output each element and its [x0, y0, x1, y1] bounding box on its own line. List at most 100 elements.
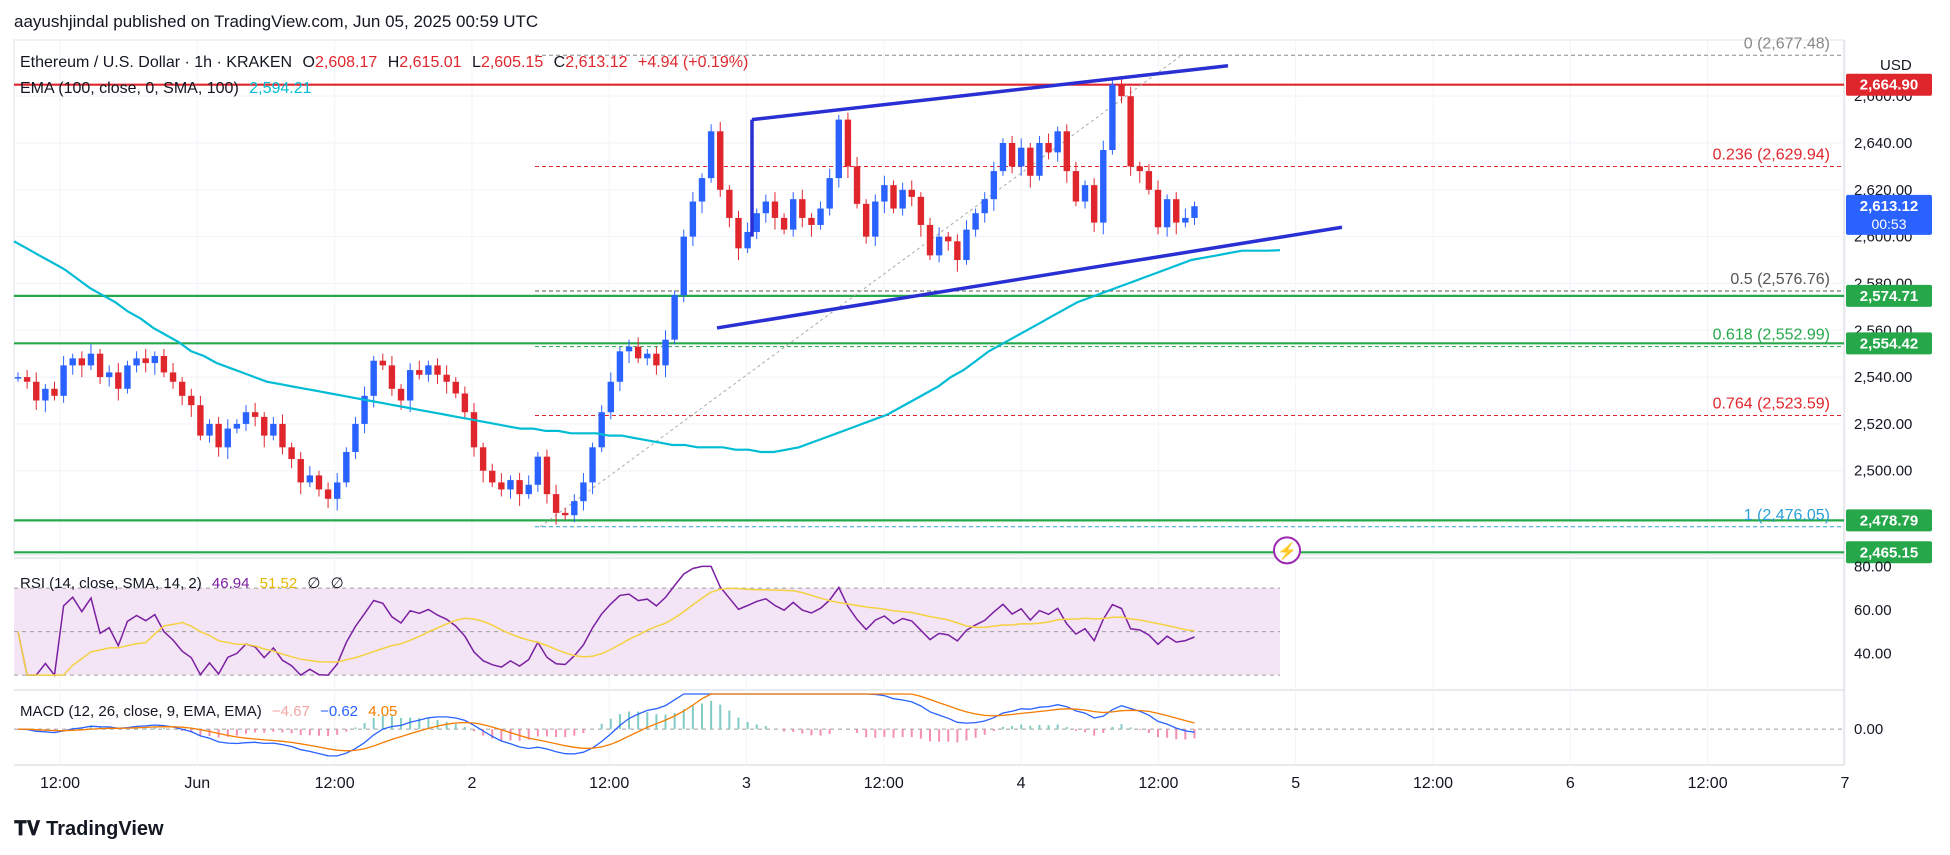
candle — [990, 171, 998, 200]
candle — [434, 365, 441, 375]
candle — [1118, 84, 1125, 97]
candle — [14, 377, 22, 379]
candle — [142, 358, 149, 364]
ema-legend: EMA (100, close, 0, SMA, 100) 2,594.21 — [20, 80, 318, 98]
channel-upper-trendline — [751, 64, 1229, 122]
fib-label-0.764: 0.764 (2,523.59) — [1713, 396, 1830, 413]
price-chart[interactable]: 2,500.002,520.002,540.002,560.002,580.00… — [0, 0, 1950, 810]
ema-label: EMA (100, close, 0, SMA, 100) — [20, 80, 239, 97]
candle — [1090, 185, 1098, 223]
candle — [799, 199, 806, 218]
candle — [680, 236, 687, 296]
candle — [479, 447, 487, 471]
candle — [780, 217, 788, 230]
price-tag-bg-0 — [1846, 73, 1932, 96]
fib-label-0: 0 (2,677.48) — [1744, 35, 1830, 52]
candle — [1127, 96, 1134, 167]
macd-signal-value: 4.05 — [368, 703, 398, 720]
open-label: O — [302, 54, 315, 71]
candle — [926, 224, 934, 256]
candle — [589, 447, 596, 483]
change-value: +4.94 (+0.19%) — [637, 54, 749, 71]
candle — [416, 370, 423, 375]
candle — [689, 201, 697, 237]
candle — [315, 475, 323, 490]
candle — [790, 199, 797, 230]
candle — [489, 470, 496, 483]
candle — [653, 353, 660, 366]
channel-lower-trendline — [716, 225, 1343, 330]
candle — [498, 482, 505, 490]
candle — [735, 217, 742, 249]
candle — [23, 377, 31, 382]
candle — [534, 456, 542, 485]
candle — [945, 236, 952, 242]
fib-trend-diagonal — [539, 55, 1181, 528]
x-tick-label: 2 — [467, 775, 476, 792]
candle — [370, 360, 377, 396]
candle — [662, 339, 669, 366]
candle — [115, 372, 122, 389]
currency-label: USD — [1880, 57, 1912, 74]
y-tick-label: 2,520.00 — [1854, 416, 1912, 433]
candle — [361, 395, 368, 424]
candle — [963, 229, 970, 261]
candle — [306, 475, 314, 483]
candles-group — [14, 77, 1198, 525]
rsi-empty-1: ∅ — [307, 575, 321, 592]
price-tag-bg-2 — [1846, 284, 1932, 307]
price-tag-1: 2,613.12 — [1860, 198, 1918, 215]
x-tick-label: 12:00 — [1688, 775, 1728, 792]
candle — [890, 185, 897, 209]
candle — [516, 480, 523, 495]
candle — [242, 412, 250, 424]
x-tick-label: 6 — [1566, 775, 1575, 792]
candle — [972, 213, 979, 230]
high-value: 2,615.01 — [399, 54, 462, 71]
y-tick-label: 2,540.00 — [1854, 369, 1912, 386]
candle — [571, 501, 578, 516]
candle — [297, 459, 304, 483]
candle — [461, 393, 469, 413]
candle — [717, 131, 724, 190]
candle — [279, 423, 286, 448]
footer-brand: TradingView — [46, 818, 164, 840]
candle — [634, 346, 642, 359]
candle — [288, 447, 295, 460]
candle — [452, 381, 459, 394]
candle — [87, 353, 95, 366]
macd-tick: 0.00 — [1854, 721, 1883, 738]
price-tag-0: 2,664.90 — [1860, 77, 1918, 94]
candle — [397, 388, 405, 401]
symbol-label: Ethereum / U.S. Dollar · 1h · KRAKEN — [20, 54, 293, 71]
low-label: L — [472, 54, 481, 71]
candle — [625, 346, 633, 352]
rsi-legend: RSI (14, close, SMA, 14, 2) 46.94 51.52 … — [20, 574, 350, 592]
candle — [406, 370, 414, 401]
candle — [935, 236, 943, 256]
x-tick-label: 12:00 — [1413, 775, 1453, 792]
tradingview-logo[interactable]: 𝐓𝐕 TradingView — [14, 818, 164, 841]
candle — [999, 143, 1007, 172]
candle — [1136, 166, 1143, 172]
close-value: 2,613.12 — [565, 54, 628, 71]
candle — [352, 423, 359, 452]
macd-hist-value: −4.67 — [271, 703, 310, 720]
rsi-line — [17, 565, 1195, 677]
price-tag-3: 2,554.42 — [1860, 335, 1918, 352]
candle — [42, 388, 49, 401]
rsi-tick: 40.00 — [1854, 645, 1892, 662]
candle — [251, 412, 259, 417]
candle — [525, 484, 532, 495]
candle — [744, 231, 751, 249]
x-tick-label: 12:00 — [1138, 775, 1178, 792]
macd-label: MACD (12, 26, close, 9, EMA, EMA) — [20, 703, 262, 720]
price-tag-bg-5 — [1846, 541, 1932, 564]
candle — [270, 423, 277, 436]
rsi-empty-2: ∅ — [330, 575, 344, 592]
ema-line — [13, 240, 1281, 454]
candle — [1100, 150, 1107, 223]
macd-signal-line — [18, 693, 1195, 752]
price-tag-2: 2,574.71 — [1860, 288, 1918, 305]
candle — [954, 241, 961, 261]
